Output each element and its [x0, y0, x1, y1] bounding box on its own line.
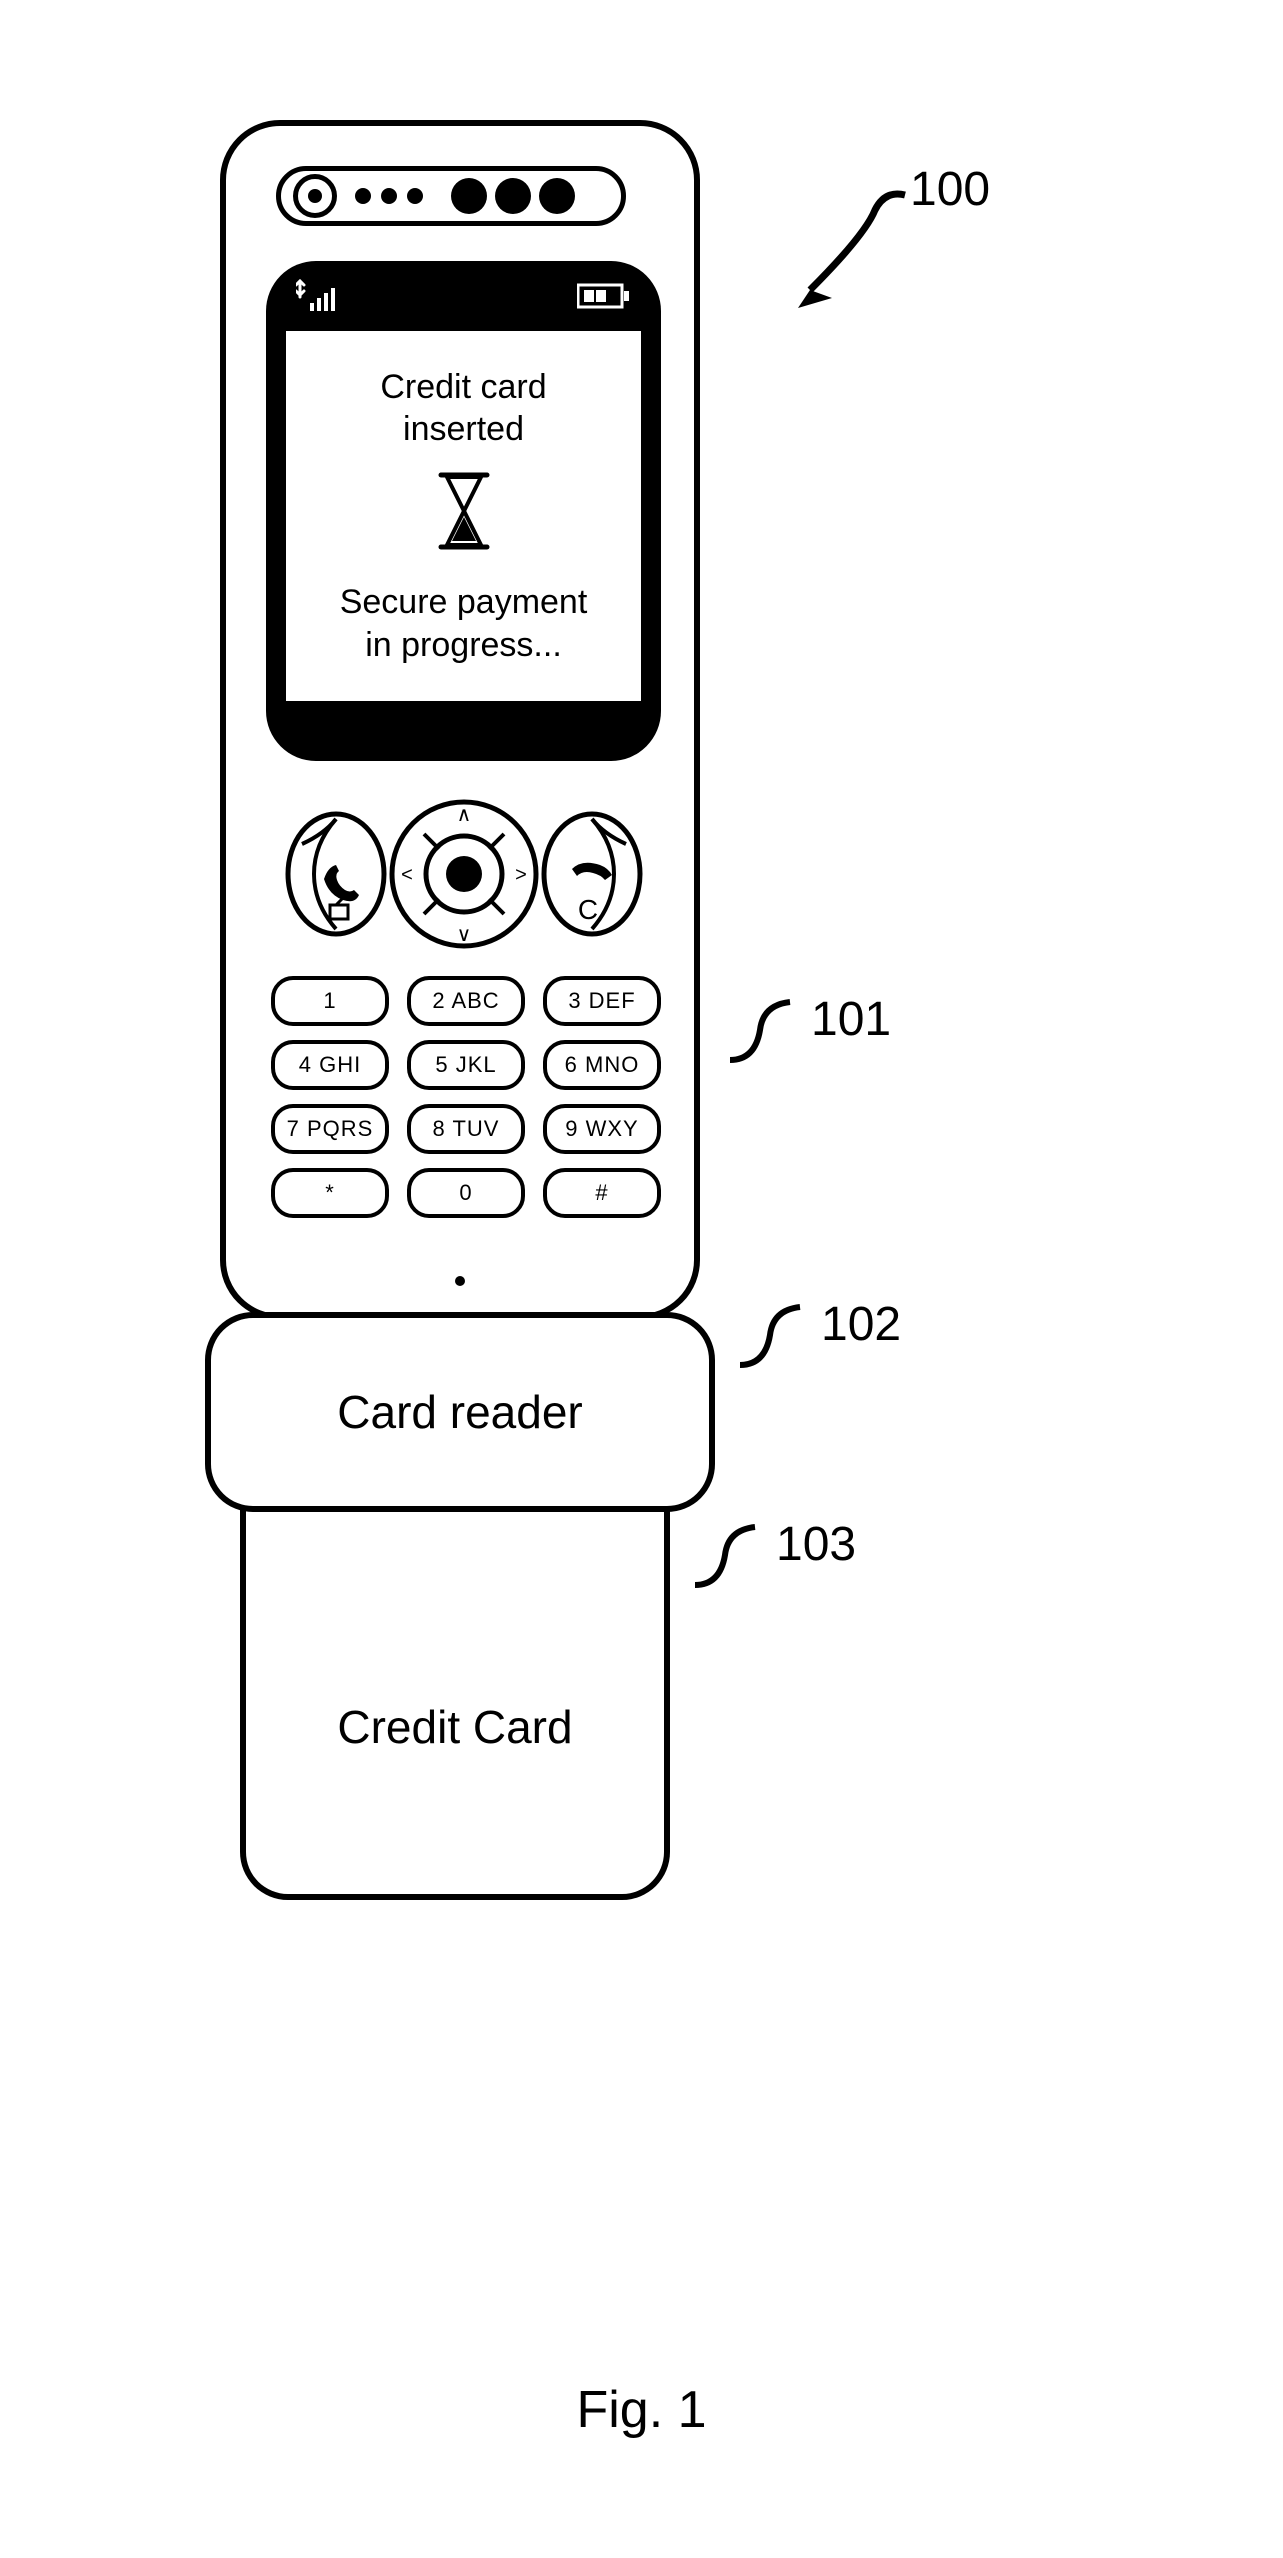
credit-card-label: Credit Card: [337, 1700, 572, 1754]
call-button[interactable]: [284, 809, 388, 939]
key-5[interactable]: 5 JKL: [407, 1040, 525, 1090]
phone-body: Credit card inserted Secure payment in p…: [220, 120, 700, 1320]
credit-card: Credit Card: [240, 1500, 670, 1900]
key-6[interactable]: 6 MNO: [543, 1040, 661, 1090]
ref-hook-icon: [725, 990, 805, 1102]
key-7[interactable]: 7 PQRS: [271, 1104, 389, 1154]
key-3[interactable]: 3 DEF: [543, 976, 661, 1026]
screen-line-3: Secure payment: [340, 581, 588, 624]
hourglass-icon: [437, 471, 491, 562]
ref-label-103: 103: [690, 1515, 856, 1627]
large-indicator-dots: [451, 178, 575, 214]
key-4[interactable]: 4 GHI: [271, 1040, 389, 1090]
ref-hook-icon: [690, 1515, 770, 1627]
status-bar: [266, 261, 661, 331]
ref-hook-icon: [735, 1295, 815, 1407]
signal-icon: [296, 279, 346, 313]
ref-label-101: 101: [725, 990, 891, 1102]
end-call-button[interactable]: C: [540, 809, 644, 939]
svg-text:>: >: [515, 864, 527, 886]
camera-ring-icon: [293, 174, 337, 218]
screen-footer-bar: [266, 701, 661, 761]
figure-caption: Fig. 1: [576, 2380, 706, 2440]
svg-text:∨: ∨: [457, 924, 472, 946]
screen-line-4: in progress...: [365, 624, 562, 667]
sensor-bar: [276, 166, 626, 226]
ref-num-102: 102: [821, 1295, 901, 1349]
screen-line-1: Credit card: [380, 366, 546, 409]
ref-label-100: 100: [910, 160, 990, 214]
battery-icon: [577, 282, 631, 310]
key-hash[interactable]: #: [543, 1168, 661, 1218]
microphone-dot-icon: [455, 1276, 465, 1286]
key-1[interactable]: 1: [271, 976, 389, 1026]
key-8[interactable]: 8 TUV: [407, 1104, 525, 1154]
screen-line-2: inserted: [403, 408, 524, 451]
svg-text:C: C: [578, 894, 598, 925]
svg-text:<: <: [401, 864, 413, 886]
navigation-cluster: ∧ ∨ < > C: [284, 794, 644, 954]
key-9[interactable]: 9 WXY: [543, 1104, 661, 1154]
svg-text:∧: ∧: [457, 804, 472, 826]
numeric-keypad: 1 2 ABC 3 DEF 4 GHI 5 JKL 6 MNO 7 PQRS 8…: [271, 976, 661, 1218]
figure-1: Credit card inserted Secure payment in p…: [180, 120, 1080, 2320]
ref-num-103: 103: [776, 1515, 856, 1569]
ref-num-100: 100: [910, 160, 990, 214]
phone-screen-bezel: Credit card inserted Secure payment in p…: [266, 261, 661, 761]
small-indicator-dots: [355, 188, 423, 204]
screen-content: Credit card inserted Secure payment in p…: [286, 331, 641, 701]
card-reader-label: Card reader: [337, 1385, 582, 1439]
key-0[interactable]: 0: [407, 1168, 525, 1218]
dpad[interactable]: ∧ ∨ < >: [389, 799, 539, 949]
key-2[interactable]: 2 ABC: [407, 976, 525, 1026]
ref-num-101: 101: [811, 990, 891, 1044]
key-star[interactable]: *: [271, 1168, 389, 1218]
card-reader-module: Card reader: [205, 1312, 715, 1512]
ref-label-102: 102: [735, 1295, 901, 1407]
